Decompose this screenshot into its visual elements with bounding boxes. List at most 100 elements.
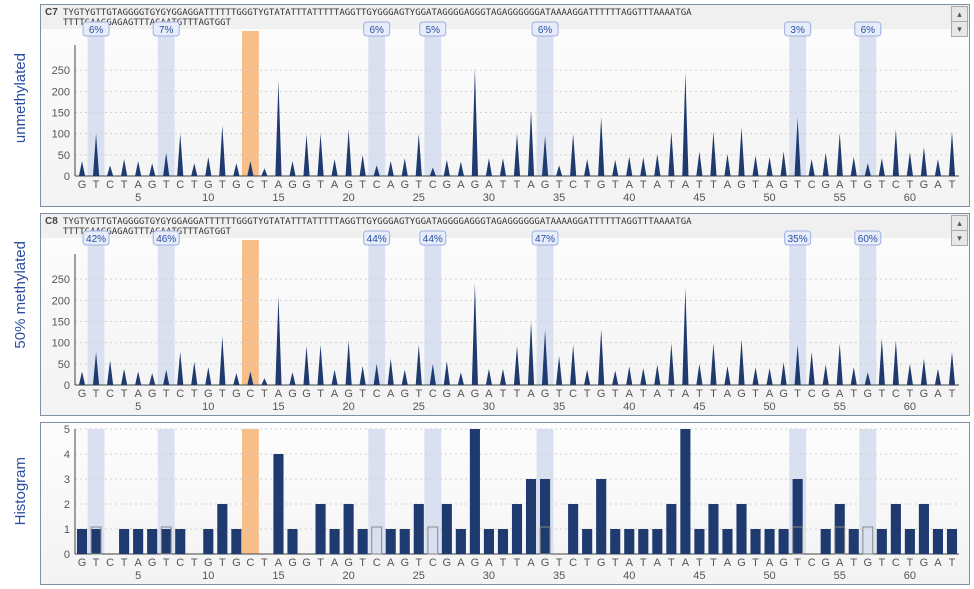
svg-text:T: T — [415, 179, 422, 191]
scroll-up-icon[interactable]: ▴ — [951, 6, 968, 22]
svg-text:C: C — [892, 179, 900, 191]
svg-text:T: T — [514, 388, 521, 400]
svg-text:50: 50 — [58, 359, 70, 371]
svg-text:G: G — [400, 557, 409, 569]
panel-methylated: ▴ ▾ C8TYGTYGTTGTAGGGGTGYGYGGAGGATTTTTTGG… — [40, 213, 970, 416]
svg-text:A: A — [766, 388, 774, 400]
svg-text:44%: 44% — [367, 234, 387, 245]
svg-text:T: T — [878, 557, 885, 569]
svg-text:C: C — [373, 557, 381, 569]
svg-text:45: 45 — [693, 570, 705, 582]
panel-unmethylated: ▴ ▾ C7 TYGTYGTTGTAGGGGTGYGYGGAGGATTTTTTGG… — [40, 4, 970, 207]
svg-text:G: G — [443, 557, 452, 569]
svg-text:10: 10 — [202, 570, 214, 582]
row-label-hist: Histogram — [12, 457, 29, 525]
svg-text:15: 15 — [272, 570, 284, 582]
svg-text:60: 60 — [904, 570, 916, 582]
svg-text:A: A — [527, 179, 535, 191]
svg-text:10: 10 — [202, 192, 214, 204]
svg-text:G: G — [864, 179, 873, 191]
svg-text:A: A — [275, 179, 283, 191]
svg-text:C7: C7 — [45, 7, 58, 18]
svg-text:T: T — [191, 388, 198, 400]
svg-text:T: T — [317, 557, 324, 569]
svg-text:A: A — [275, 388, 283, 400]
svg-text:G: G — [232, 557, 241, 569]
svg-text:G: G — [204, 557, 213, 569]
svg-text:G: G — [344, 557, 353, 569]
svg-text:C: C — [892, 388, 900, 400]
svg-text:100: 100 — [52, 338, 70, 350]
svg-text:T: T — [710, 557, 717, 569]
svg-text:G: G — [597, 388, 606, 400]
svg-text:T: T — [556, 179, 563, 191]
svg-text:A: A — [626, 388, 634, 400]
svg-text:G: G — [471, 388, 480, 400]
svg-text:G: G — [864, 388, 873, 400]
svg-text:T: T — [640, 388, 647, 400]
svg-text:0: 0 — [64, 549, 70, 561]
svg-text:A: A — [134, 179, 142, 191]
svg-text:3: 3 — [64, 474, 70, 486]
scroll-down-icon[interactable]: ▾ — [951, 230, 968, 246]
svg-text:T: T — [949, 557, 956, 569]
svg-text:T: T — [219, 179, 226, 191]
svg-text:T: T — [752, 388, 759, 400]
svg-text:A: A — [654, 179, 662, 191]
svg-text:25: 25 — [413, 192, 425, 204]
svg-text:T: T — [93, 179, 100, 191]
svg-text:T: T — [907, 179, 914, 191]
svg-text:C: C — [246, 179, 254, 191]
svg-text:G: G — [779, 557, 788, 569]
svg-text:T: T — [794, 179, 801, 191]
svg-text:A: A — [527, 557, 535, 569]
svg-text:T: T — [317, 179, 324, 191]
panels-column: ▴ ▾ C7 TYGTYGTTGTAGGGGTGYGYGGAGGATTTTTTGG… — [40, 0, 974, 589]
scroll-up-icon[interactable]: ▴ — [951, 215, 968, 231]
svg-text:G: G — [148, 388, 157, 400]
svg-text:30: 30 — [483, 192, 495, 204]
svg-text:2: 2 — [64, 499, 70, 511]
svg-text:T: T — [556, 557, 563, 569]
svg-text:G: G — [597, 557, 606, 569]
svg-text:T: T — [514, 557, 521, 569]
svg-text:46%: 46% — [156, 234, 176, 245]
svg-text:T: T — [500, 557, 507, 569]
svg-text:15: 15 — [272, 192, 284, 204]
svg-text:40: 40 — [623, 192, 635, 204]
svg-text:A: A — [724, 388, 732, 400]
svg-text:G: G — [541, 388, 550, 400]
svg-text:C: C — [176, 557, 184, 569]
svg-text:C: C — [569, 388, 577, 400]
svg-text:60%: 60% — [858, 234, 878, 245]
svg-text:G: G — [541, 557, 550, 569]
svg-text:G: G — [597, 179, 606, 191]
svg-text:T: T — [640, 557, 647, 569]
svg-text:60: 60 — [904, 192, 916, 204]
svg-text:G: G — [148, 557, 157, 569]
svg-text:T: T — [359, 388, 366, 400]
svg-text:G: G — [443, 179, 452, 191]
svg-text:G: G — [232, 388, 241, 400]
svg-text:45: 45 — [693, 401, 705, 413]
svg-text:T: T — [415, 557, 422, 569]
svg-text:T: T — [121, 388, 128, 400]
svg-text:TYGTYGTTGTAGGGGTGYGYGGAGGATTTT: TYGTYGTTGTAGGGGTGYGYGGAGGATTTTTTGGGTYGTA… — [63, 8, 692, 18]
svg-text:7%: 7% — [159, 25, 174, 36]
svg-text:6%: 6% — [538, 25, 553, 36]
svg-text:C: C — [808, 557, 816, 569]
svg-text:A: A — [682, 179, 690, 191]
svg-text:C: C — [429, 557, 437, 569]
scroll-down-icon[interactable]: ▾ — [951, 21, 968, 37]
svg-text:A: A — [134, 557, 142, 569]
svg-text:T: T — [612, 557, 619, 569]
svg-text:T: T — [219, 388, 226, 400]
svg-text:G: G — [541, 179, 550, 191]
svg-text:0: 0 — [64, 380, 70, 392]
svg-text:G: G — [779, 388, 788, 400]
svg-text:5: 5 — [135, 192, 141, 204]
svg-text:G: G — [779, 179, 788, 191]
svg-text:35: 35 — [553, 192, 565, 204]
svg-text:G: G — [821, 179, 830, 191]
svg-text:42%: 42% — [86, 234, 106, 245]
